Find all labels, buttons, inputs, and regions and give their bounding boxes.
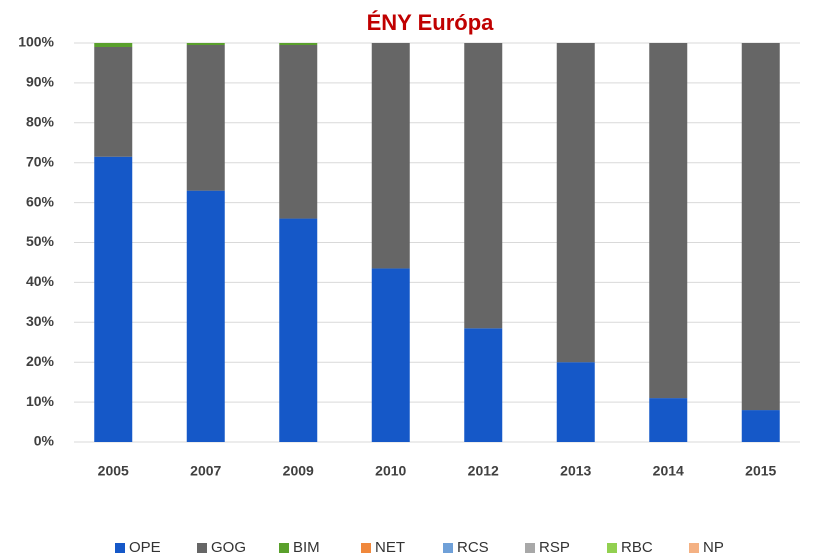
legend-swatch (607, 543, 617, 553)
bar-segment (94, 156, 133, 442)
legend-swatch (279, 543, 289, 553)
x-tick-label: 2005 (98, 463, 129, 479)
bar-segment (741, 410, 780, 442)
legend-text: OPE (129, 539, 161, 556)
y-tick-label: 10% (26, 393, 55, 409)
bar-segment (186, 190, 225, 442)
legend-swatch (361, 543, 371, 553)
bar-segment (94, 43, 133, 47)
bar-segment (186, 43, 225, 45)
x-tick-label: 2007 (190, 463, 221, 479)
legend-text: GOG (211, 539, 246, 556)
legend-swatch (115, 543, 125, 553)
bar-segment (371, 43, 410, 269)
y-tick-label: 30% (26, 313, 55, 329)
legend-text: NP (703, 539, 724, 556)
bar-segment (186, 44, 225, 191)
legend-text: RSP (539, 539, 570, 556)
legend-text: BIM (293, 539, 320, 556)
x-tick-label: 2010 (375, 463, 406, 479)
y-tick-label: 90% (26, 74, 55, 90)
bar-segment (464, 43, 503, 329)
bar-segment (649, 43, 688, 399)
bar-segment (556, 43, 595, 363)
legend-swatch (197, 543, 207, 553)
bar-segment (741, 43, 780, 411)
legend-text: NET (375, 539, 405, 556)
bar-segment (94, 46, 133, 157)
x-tick-label: 2009 (283, 463, 314, 479)
bar-segment (556, 362, 595, 442)
x-tick-label: 2015 (745, 463, 776, 479)
bar-segment (371, 268, 410, 442)
x-tick-label: 2012 (468, 463, 499, 479)
y-tick-label: 60% (26, 193, 55, 209)
y-tick-label: 100% (18, 34, 54, 50)
x-tick-label: 2014 (653, 463, 684, 479)
legend-swatch (689, 543, 699, 553)
x-tick-label: 2013 (560, 463, 591, 479)
legend-swatch (525, 543, 535, 553)
legend-text: RCS (457, 539, 489, 556)
y-tick-label: 80% (26, 114, 55, 130)
legend-swatch (443, 543, 453, 553)
bar-segment (279, 218, 318, 442)
chart-title: ÉNY Európa (367, 10, 495, 35)
y-tick-label: 20% (26, 353, 55, 369)
y-tick-label: 70% (26, 153, 55, 169)
bar-segment (464, 328, 503, 442)
bar-segment (279, 43, 318, 45)
bar-segment (649, 398, 688, 442)
y-tick-label: 0% (34, 433, 55, 449)
y-tick-label: 50% (26, 233, 55, 249)
bar-segment (279, 44, 318, 219)
legend-text: RBC (621, 539, 653, 556)
y-tick-label: 40% (26, 273, 55, 289)
